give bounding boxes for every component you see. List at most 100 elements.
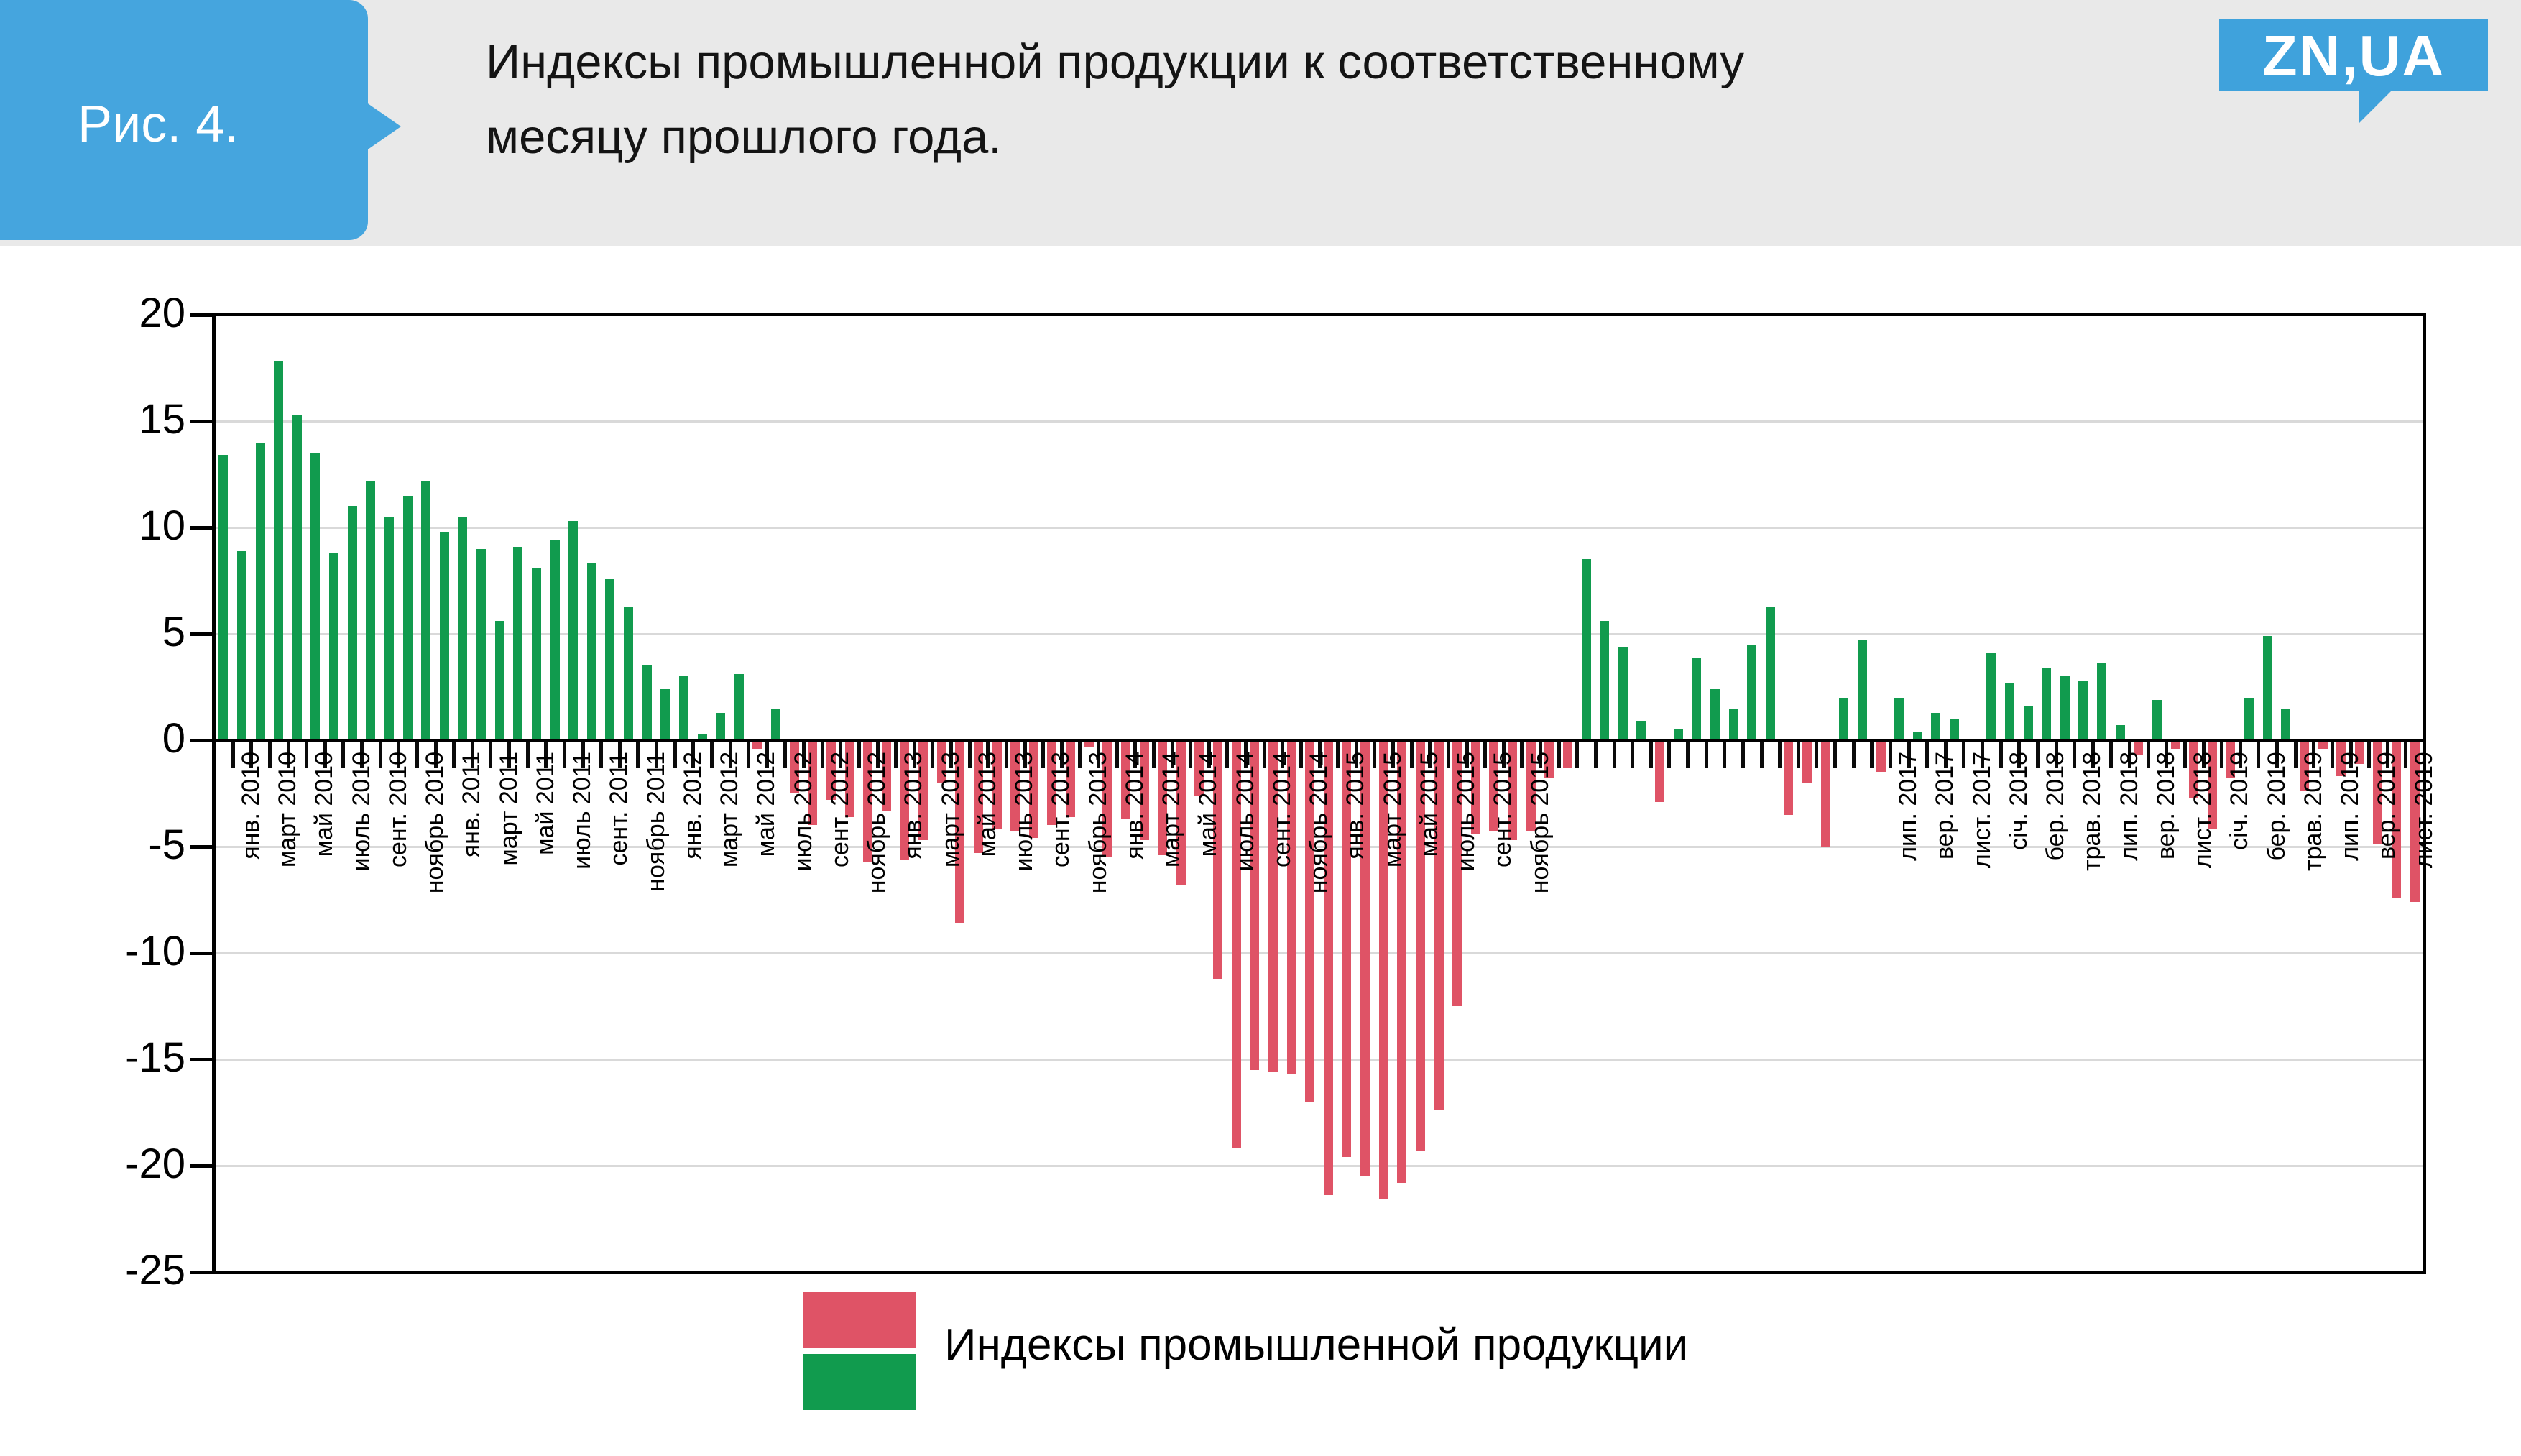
bar (1084, 740, 1094, 747)
x-tick (525, 740, 530, 768)
y-axis-label--25: -25 (125, 1247, 185, 1294)
x-tick (1483, 740, 1488, 768)
x-axis-label: січ. 2018 (2004, 752, 2032, 850)
x-tick (1446, 740, 1450, 768)
y-axis-label--20: -20 (125, 1141, 185, 1187)
x-axis-label: сент. 2010 (384, 752, 412, 868)
x-tick (1925, 740, 1930, 768)
bar (1986, 653, 1996, 740)
x-axis-label: июль 2010 (347, 752, 375, 872)
x-axis-label: сент. 2014 (1268, 752, 1296, 868)
bar (458, 517, 468, 740)
bar (863, 740, 873, 862)
x-tick (875, 740, 880, 768)
x-tick (1409, 740, 1414, 768)
bar (789, 740, 799, 793)
x-axis-label: янв. 2013 (900, 752, 928, 860)
bar (2207, 740, 2217, 830)
x-axis-label: май 2012 (752, 752, 780, 857)
x-tick (1281, 740, 1285, 768)
x-tick (1115, 740, 1119, 768)
x-tick (1004, 740, 1008, 768)
x-tick (507, 740, 511, 768)
y-axis-label-15: 15 (139, 396, 185, 443)
x-tick (231, 740, 235, 768)
x-axis-label: март 2011 (494, 752, 522, 866)
bar (1820, 740, 1830, 847)
bar (1728, 708, 1738, 740)
bar (513, 546, 523, 740)
bar (255, 442, 265, 740)
bar (384, 517, 394, 740)
x-tick (1723, 740, 1727, 768)
bar (2189, 740, 2199, 798)
bar (1894, 697, 1904, 740)
x-tick (1649, 740, 1653, 768)
x-tick (470, 740, 474, 768)
bar (1692, 657, 1702, 740)
frame-top (212, 313, 2426, 316)
y-tick-10 (190, 526, 213, 530)
bar (1876, 740, 1886, 773)
bar (2226, 740, 2236, 779)
gridline--20 (214, 1165, 2424, 1167)
x-axis-label: янв. 2012 (678, 752, 706, 860)
x-tick (894, 740, 898, 768)
bar (1526, 740, 1536, 832)
x-tick (2312, 740, 2316, 768)
bar (826, 740, 836, 800)
x-tick (1631, 740, 1635, 768)
x-tick (2035, 740, 2040, 768)
x-tick (709, 740, 714, 768)
x-tick (2183, 740, 2187, 768)
x-tick (1907, 740, 1911, 768)
x-axis-label: ноябрь 2014 (1305, 752, 1333, 894)
bar (402, 495, 413, 740)
x-axis-label: вер. 2017 (1931, 752, 1959, 860)
y-tick--25 (190, 1271, 213, 1274)
bar (2373, 740, 2383, 845)
x-axis-label: лип. 2019 (2336, 752, 2364, 861)
x-tick (1262, 740, 1266, 768)
x-tick (931, 740, 935, 768)
x-tick (1336, 740, 1340, 768)
header-band (0, 0, 2521, 246)
bar (1857, 640, 1867, 740)
bar (2004, 683, 2014, 740)
legend-swatch-negative (803, 1292, 916, 1348)
bar (1286, 740, 1296, 1074)
bar (918, 740, 928, 841)
bar (1397, 740, 1407, 1183)
x-tick (1244, 740, 1248, 768)
x-axis-label: вер. 2019 (2373, 752, 2401, 860)
bar (329, 553, 339, 740)
x-tick (2017, 740, 2022, 768)
bar (844, 740, 854, 817)
x-tick (2165, 740, 2169, 768)
chart-title-line1: Индексы промышленной продукции к соответ… (486, 35, 1744, 89)
bar (1710, 688, 1720, 740)
x-tick (1354, 740, 1358, 768)
x-tick (1704, 740, 1708, 768)
bar (1010, 740, 1020, 832)
x-tick (2128, 740, 2131, 768)
x-tick (839, 740, 843, 768)
x-axis-label: бер. 2018 (2042, 752, 2070, 861)
bar (2115, 725, 2125, 740)
y-tick--10 (190, 952, 213, 955)
x-tick (1759, 740, 1764, 768)
x-tick (1833, 740, 1837, 768)
gridline--10 (214, 952, 2424, 954)
bar (2410, 740, 2420, 902)
bar (1618, 646, 1628, 740)
x-axis-label: сент. 2012 (826, 752, 854, 868)
x-axis-label: ноябрь 2013 (1084, 752, 1112, 894)
x-tick (1999, 740, 2003, 768)
x-tick (562, 740, 566, 768)
bar (1323, 740, 1333, 1196)
y-tick--20 (190, 1164, 213, 1168)
x-tick (323, 740, 327, 768)
bar (2262, 635, 2272, 740)
x-axis-label: янв. 2015 (1342, 752, 1370, 860)
x-tick (1059, 740, 1064, 768)
